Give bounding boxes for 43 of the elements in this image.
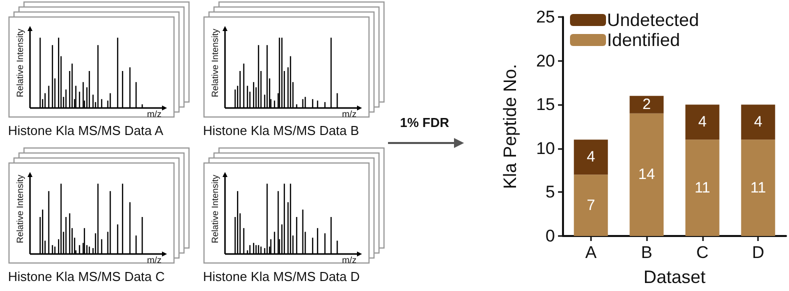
text: m/z	[147, 109, 162, 119]
y-tick-label: 5	[546, 182, 555, 202]
data-label: 11	[750, 179, 766, 196]
y-tick-label: 10	[536, 138, 555, 158]
x-tick-label: C	[696, 243, 709, 262]
y-tick-label: 25	[536, 8, 555, 26]
bar	[574, 140, 608, 175]
x-axis-title: Dataset	[643, 267, 706, 287]
text: Histone Kla MS/MS Data D	[203, 269, 360, 284]
y-tick-label: 15	[536, 95, 555, 114]
x-tick-label: D	[752, 243, 764, 262]
legend-label: Undetected	[607, 10, 700, 30]
text: Histone Kla MS/MS Data C	[8, 269, 165, 284]
bar	[630, 96, 664, 114]
x-tick-label: A	[585, 243, 598, 262]
text: m/z	[342, 109, 356, 119]
text: 1% FDR	[400, 115, 450, 130]
text: Relative Intensity	[210, 174, 220, 244]
text: m/z	[147, 255, 162, 265]
text: m/z	[342, 255, 356, 265]
y-tick-label: 0	[546, 226, 555, 246]
y-tick-label: 20	[536, 51, 555, 70]
data-label: 4	[754, 114, 762, 131]
data-label: 2	[642, 96, 651, 114]
bar	[685, 140, 720, 236]
bar	[630, 113, 664, 236]
bar	[741, 104, 776, 140]
bar	[741, 140, 776, 236]
bar	[685, 104, 720, 140]
bar	[574, 174, 608, 236]
y-axis-title: Kla Peptide No.	[500, 64, 520, 190]
data-label: 4	[586, 148, 596, 166]
x-tick-label: B	[640, 243, 652, 262]
data-label: 14	[638, 166, 655, 184]
text: Histone Kla MS/MS Data A	[8, 123, 164, 138]
data-label: 11	[694, 179, 710, 196]
text: Histone Kla MS/MS Data B	[203, 123, 360, 138]
text: Relative Intensity	[210, 28, 220, 98]
legend-label: Identified	[607, 30, 680, 50]
text: Relative Intensity	[15, 28, 25, 98]
data-label: 7	[586, 196, 596, 214]
text: Relative Intensity	[15, 174, 25, 244]
data-label: 4	[698, 114, 707, 131]
